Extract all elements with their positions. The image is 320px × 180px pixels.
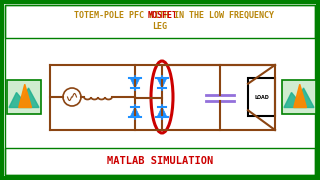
Polygon shape [284,88,314,107]
Polygon shape [157,78,167,88]
Polygon shape [9,88,39,107]
Text: IN THE LOW FREQUENCY: IN THE LOW FREQUENCY [169,10,274,19]
Bar [248,78,275,116]
Bar [282,80,316,114]
Polygon shape [157,107,167,117]
Text: MATLAB SIMULATION: MATLAB SIMULATION [107,156,213,166]
Bar [7,80,41,114]
Polygon shape [19,84,31,107]
Text: LEG: LEG [153,21,167,30]
Text: LOAD: LOAD [254,94,269,100]
Bar [5,5,315,38]
Bar [5,148,315,175]
Polygon shape [130,107,140,117]
Polygon shape [130,78,140,88]
Text: MOSFET: MOSFET [147,10,177,19]
Text: TOTEM-POLE PFC WITH: TOTEM-POLE PFC WITH [74,10,174,19]
Polygon shape [294,84,307,107]
